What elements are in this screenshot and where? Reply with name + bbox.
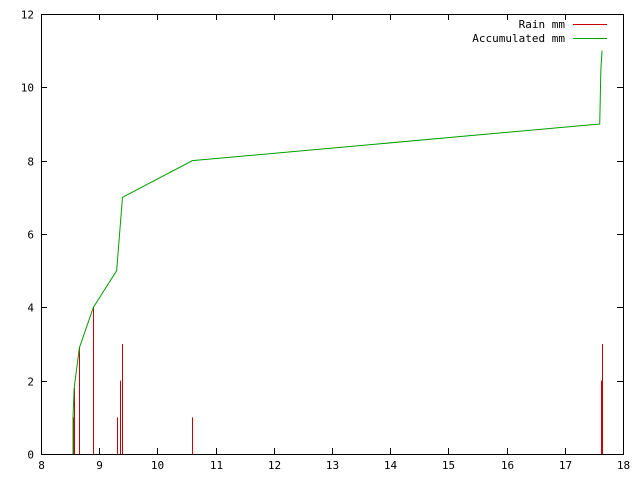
y-tick-label: 4 (27, 302, 34, 315)
y-tick-label: 8 (27, 156, 34, 169)
legend-label-rain-mm: Rain mm (519, 18, 566, 31)
y-tick-label: 12 (21, 9, 34, 22)
accumulated-mm-line (72, 50, 603, 454)
x-tick-label: 8 (38, 459, 45, 472)
x-tick-label: 11 (210, 459, 223, 472)
x-tick-label: 18 (617, 459, 630, 472)
y-tick-label: 2 (27, 376, 34, 389)
x-tick-label: 16 (501, 459, 514, 472)
x-tick-label: 14 (384, 459, 398, 472)
plot-area (72, 50, 603, 454)
x-tick-label: 13 (326, 459, 339, 472)
x-tick-label: 15 (442, 459, 455, 472)
x-tick-label: 17 (559, 459, 572, 472)
x-tick-label: 10 (151, 459, 164, 472)
y-tick-label: 0 (27, 449, 34, 462)
y-tick-label: 6 (27, 229, 34, 242)
x-tick-label: 9 (96, 459, 103, 472)
axes: 8 9 10 11 12 13 14 15 16 17 18 0 2 4 6 8 10 12 (21, 9, 630, 473)
legend-label-accumulated-mm: Accumulated mm (472, 32, 565, 45)
x-tick-label: 12 (268, 459, 281, 472)
y-tick-label: 10 (21, 82, 34, 95)
